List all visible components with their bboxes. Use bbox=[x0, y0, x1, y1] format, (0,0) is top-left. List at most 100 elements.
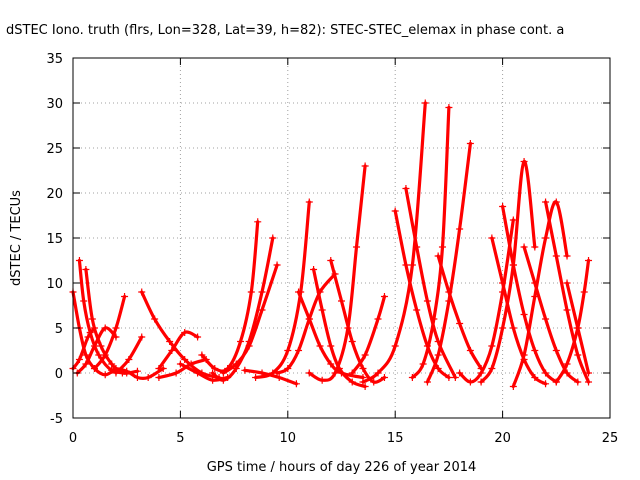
data-point-marker bbox=[391, 207, 399, 215]
data-point-marker bbox=[488, 365, 496, 372]
data-point-marker bbox=[423, 342, 431, 350]
data-point-marker bbox=[331, 369, 339, 377]
series-arc-9 bbox=[140, 290, 221, 380]
data-point-marker bbox=[421, 99, 429, 107]
data-point-marker bbox=[488, 234, 496, 242]
data-point-marker bbox=[295, 288, 303, 296]
data-point-marker bbox=[84, 333, 92, 341]
data-point-marker bbox=[552, 347, 560, 354]
data-point-marker bbox=[552, 198, 560, 206]
data-point-marker bbox=[138, 288, 146, 296]
data-point-marker bbox=[451, 374, 459, 381]
data-point-marker bbox=[86, 329, 94, 336]
data-point-marker bbox=[430, 315, 438, 323]
x-tick-label: 25 bbox=[602, 431, 619, 446]
data-point-marker bbox=[241, 366, 249, 374]
data-point-marker bbox=[542, 198, 550, 206]
data-point-marker bbox=[466, 140, 474, 147]
data-point-marker bbox=[75, 257, 83, 264]
series-arc-34 bbox=[511, 200, 569, 389]
data-point-marker bbox=[97, 342, 105, 350]
data-point-marker bbox=[531, 374, 539, 381]
axis-ticks bbox=[72, 57, 611, 419]
data-point-marker bbox=[531, 279, 539, 287]
series-arc-28 bbox=[425, 141, 472, 384]
x-axis-label: GPS time / hours of day 226 of year 2014 bbox=[207, 460, 477, 475]
data-point-marker bbox=[531, 347, 539, 354]
data-point-marker bbox=[108, 366, 116, 374]
data-point-marker bbox=[419, 360, 427, 368]
data-point-marker bbox=[194, 369, 202, 377]
data-point-marker bbox=[101, 324, 109, 332]
data-point-marker bbox=[359, 378, 367, 386]
data-point-marker bbox=[269, 234, 277, 242]
y-tick-label: 0 bbox=[55, 367, 63, 382]
data-point-marker bbox=[252, 374, 260, 381]
data-point-marker bbox=[445, 374, 453, 381]
data-point-marker bbox=[563, 279, 571, 287]
data-point-marker bbox=[361, 162, 369, 170]
data-point-marker bbox=[408, 374, 416, 381]
data-point-marker bbox=[172, 369, 180, 377]
data-point-marker bbox=[198, 351, 206, 359]
data-point-marker bbox=[509, 324, 517, 332]
data-point-marker bbox=[75, 356, 83, 363]
x-tick-label: 10 bbox=[280, 431, 297, 446]
data-point-marker bbox=[209, 376, 217, 384]
data-point-marker bbox=[187, 360, 195, 368]
series-arc-10 bbox=[157, 357, 208, 380]
data-point-marker bbox=[166, 338, 174, 345]
data-point-marker bbox=[509, 261, 517, 269]
data-point-marker bbox=[237, 338, 245, 345]
data-point-marker bbox=[520, 311, 528, 318]
data-point-marker bbox=[423, 297, 431, 305]
data-point-marker bbox=[434, 338, 442, 345]
data-point-marker bbox=[466, 378, 474, 386]
data-point-marker bbox=[151, 315, 159, 323]
series-arc-8 bbox=[114, 335, 144, 375]
data-point-marker bbox=[112, 324, 120, 332]
x-tick-label: 5 bbox=[176, 431, 184, 446]
data-point-marker bbox=[563, 252, 571, 260]
data-point-marker bbox=[123, 367, 131, 375]
data-point-marker bbox=[316, 288, 324, 296]
data-point-marker bbox=[219, 376, 227, 384]
data-point-marker bbox=[335, 365, 343, 372]
data-point-marker bbox=[563, 360, 571, 368]
data-point-marker bbox=[434, 351, 442, 359]
data-point-marker bbox=[202, 356, 210, 363]
data-point-marker bbox=[258, 288, 266, 296]
data-point-marker bbox=[542, 315, 550, 323]
series-arc-29 bbox=[436, 254, 483, 371]
data-point-marker bbox=[215, 374, 223, 381]
data-point-marker bbox=[370, 378, 378, 386]
y-tick-label: 30 bbox=[46, 97, 63, 112]
data-point-marker bbox=[552, 252, 560, 260]
data-point-marker bbox=[258, 306, 266, 314]
data-point-marker bbox=[112, 333, 120, 341]
data-point-marker bbox=[305, 198, 313, 206]
data-point-marker bbox=[509, 383, 517, 390]
series-markers bbox=[69, 99, 593, 390]
data-point-marker bbox=[284, 365, 292, 372]
data-point-marker bbox=[477, 369, 485, 377]
series-arc-11 bbox=[157, 330, 200, 371]
data-point-marker bbox=[413, 243, 421, 251]
data-point-marker bbox=[456, 225, 464, 233]
series-arc-20 bbox=[307, 164, 367, 382]
y-tick-label: 20 bbox=[46, 187, 63, 202]
x-tick-label: 15 bbox=[387, 431, 404, 446]
data-point-marker bbox=[580, 288, 588, 296]
data-point-marker bbox=[499, 203, 507, 210]
series-arc-21 bbox=[312, 267, 367, 389]
series-arc-15 bbox=[221, 263, 279, 375]
data-point-marker bbox=[585, 257, 593, 264]
data-point-marker bbox=[194, 333, 202, 341]
data-point-marker bbox=[273, 261, 281, 269]
data-point-marker bbox=[338, 369, 345, 377]
data-point-marker bbox=[133, 367, 141, 375]
data-point-marker bbox=[224, 365, 232, 372]
data-point-marker bbox=[585, 378, 593, 386]
y-tick-label: 35 bbox=[46, 52, 63, 67]
